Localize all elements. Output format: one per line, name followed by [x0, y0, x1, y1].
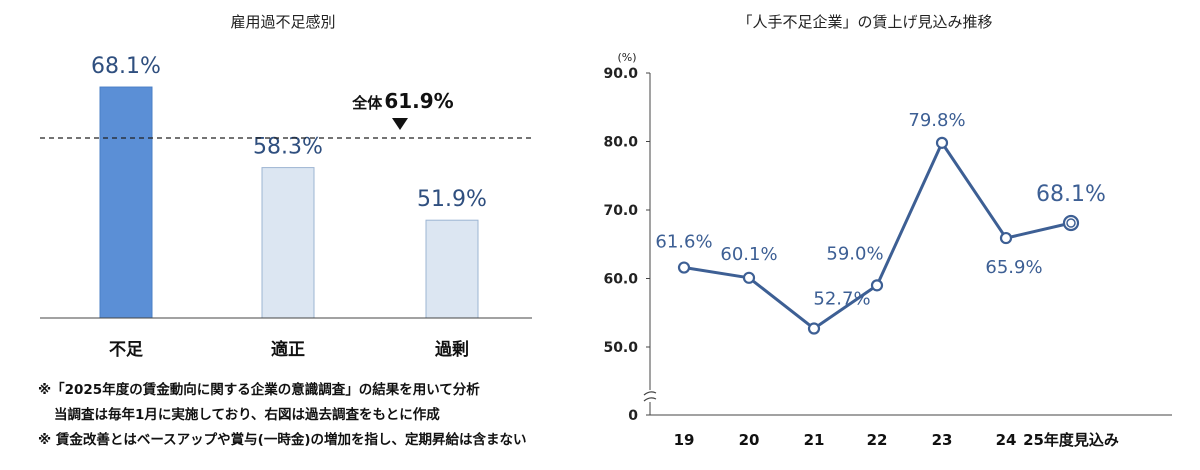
x-tick-label: 25年度見込み: [1023, 431, 1119, 449]
x-tick-label: 19: [674, 431, 695, 449]
category-label: 不足: [109, 340, 143, 360]
point-value-label: 52.7%: [813, 289, 870, 310]
footnote-2: 当調査は毎年1月に実施しており、右図は過去調査をもとに作成: [54, 407, 440, 423]
x-tick-label: 24: [996, 431, 1017, 449]
right-chart-y-unit: (%): [617, 51, 636, 64]
point-value-label: 68.1%: [1036, 182, 1106, 207]
y-tick-label: 70.0: [603, 203, 638, 219]
category-label: 適正: [271, 339, 305, 360]
footnotes: ※「2025年度の賃金動向に関する企業の意識調査」の結果を用いて分析 当調査は毎…: [38, 378, 598, 453]
series-line: [683, 141, 1072, 331]
point-value-label: 79.8%: [908, 110, 965, 131]
point-value-label: 59.0%: [826, 243, 883, 264]
left-chart-title: 雇用過不足感別: [230, 13, 335, 31]
footnote-1: ※「2025年度の賃金動向に関する企業の意識調査」の結果を用いて分析: [38, 382, 480, 398]
right-chart-title: 「人手不足企業」の賃上げ見込み推移: [737, 13, 992, 31]
y-tick-label: 0: [628, 408, 638, 424]
point-value-label: 61.6%: [655, 232, 712, 253]
bar-2: [261, 167, 315, 319]
triangle-down-icon: [392, 118, 408, 130]
data-point: [999, 231, 1013, 245]
x-tick-label: 23: [932, 431, 953, 449]
employment-balance-bar-chart: 雇用過不足感別 68.1% 不足 58.3% 適正 51.9% 過剰 全体 61.9%: [40, 13, 532, 360]
x-tick-label: 22: [867, 431, 888, 449]
bar-1: [99, 86, 153, 319]
category-label: 過剰: [435, 340, 469, 360]
point-value-label: 60.1%: [720, 244, 777, 265]
footnote-3: ※ 賃金改善とはベースアップや賞与(一時金)の増加を指し、定期昇給は含まない: [38, 432, 527, 448]
data-point: [677, 261, 691, 274]
y-tick-label: 80.0: [603, 135, 638, 151]
bar-value-label: 58.3%: [253, 135, 323, 160]
bar-value-label: 68.1%: [91, 54, 161, 79]
bar-3: [425, 219, 479, 319]
bar-value-label: 51.9%: [417, 187, 487, 212]
data-point: [935, 136, 949, 149]
wage-increase-line-chart: 「人手不足企業」の賃上げ見込み推移 (%) 90.0 80.0 70.0 60.0 50…: [603, 13, 1172, 449]
overall-average-label: 全体 61.9%: [351, 89, 453, 113]
data-point: [870, 279, 884, 292]
data-point: [742, 271, 756, 284]
y-tick-label: 50.0: [603, 340, 638, 356]
data-point: [807, 322, 821, 335]
y-tick-label: 60.0: [603, 272, 638, 288]
x-tick-label: 21: [804, 431, 825, 449]
point-value-label: 65.9%: [985, 257, 1042, 278]
axis-break-icon: [643, 391, 657, 402]
x-tick-label: 20: [739, 431, 760, 449]
y-tick-label: 90.0: [603, 66, 638, 82]
data-point-inner: [1066, 218, 1076, 228]
